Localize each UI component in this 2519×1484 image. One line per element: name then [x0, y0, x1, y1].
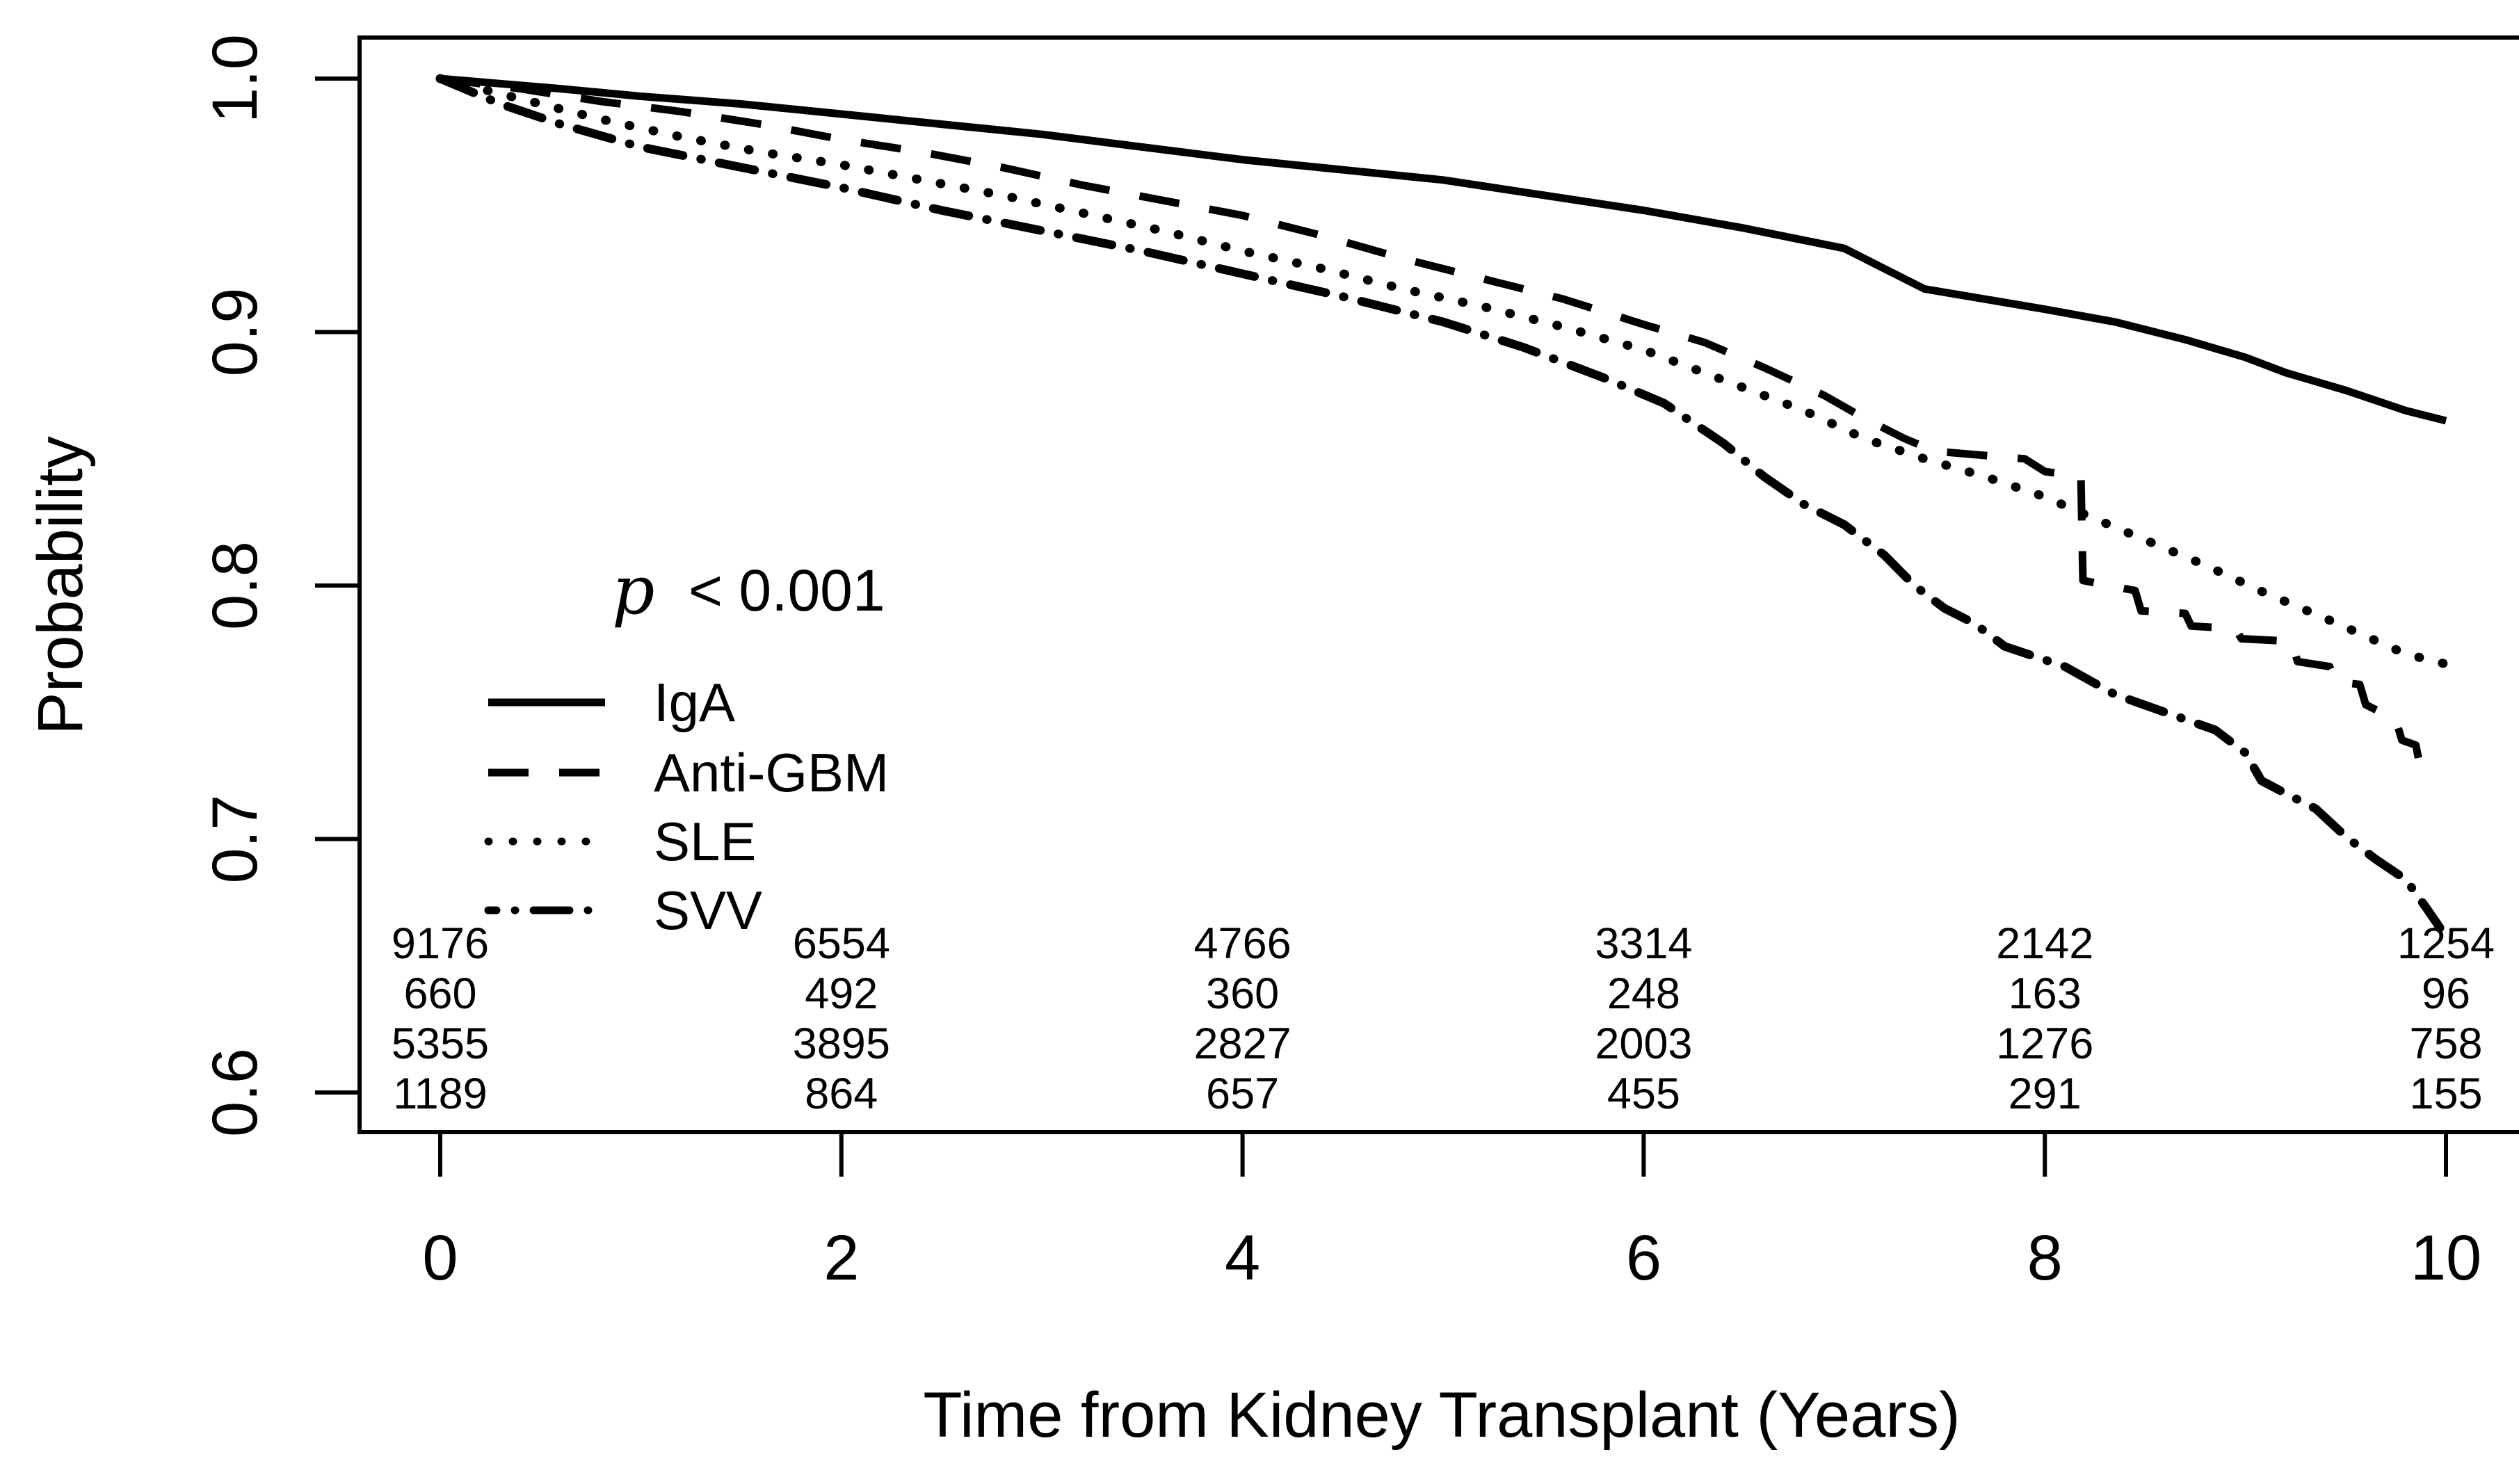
- at-risk-sle-year-10: 758: [2409, 1019, 2482, 1068]
- at-risk-iga-year-0: 9176: [392, 919, 489, 968]
- y-tick-label-0.7: 0.7: [200, 795, 271, 884]
- p-value-symbol: p: [612, 551, 654, 629]
- at-risk-iga-year-4: 4766: [1194, 919, 1291, 968]
- at-risk-iga-year-8: 2142: [1996, 919, 2093, 968]
- at-risk-sle-year-0: 5355: [392, 1019, 489, 1068]
- legend-label-anti-gbm: Anti-GBM: [654, 742, 889, 803]
- at-risk-anti-gbm-year-6: 248: [1607, 969, 1680, 1018]
- at-risk-svv-year-6: 455: [1607, 1070, 1680, 1118]
- at-risk-svv-year-4: 657: [1206, 1070, 1279, 1118]
- p-value-text: < 0.001: [689, 558, 885, 623]
- at-risk-svv-year-10: 155: [2409, 1070, 2482, 1118]
- x-axis-ticks: [438, 1132, 2448, 1177]
- at-risk-anti-gbm-year-0: 660: [403, 969, 476, 1018]
- x-tick-label-2: 2: [823, 1223, 859, 1293]
- legend-label-sle: SLE: [654, 811, 756, 872]
- x-axis-tick-labels: 0 2 4 6 8 10: [422, 1223, 2481, 1293]
- at-risk-anti-gbm-year-4: 360: [1206, 969, 1279, 1018]
- x-tick-label-8: 8: [2027, 1223, 2063, 1293]
- y-tick-label-0.6: 0.6: [200, 1048, 271, 1137]
- curve-anti-gbm: [440, 74, 2429, 774]
- at-risk-iga-year-2: 6554: [793, 919, 890, 968]
- at-risk-sle-year-4: 2827: [1194, 1019, 1291, 1068]
- plot-area: [357, 35, 2519, 1134]
- x-tick-label-0: 0: [422, 1223, 458, 1293]
- at-risk-iga-year-6: 3314: [1595, 919, 1692, 968]
- y-tick-label-0.9: 0.9: [200, 288, 271, 377]
- y-axis-ticks: [315, 76, 360, 1095]
- at-risk-sle-year-2: 3895: [793, 1019, 890, 1068]
- x-tick-label-10: 10: [2411, 1223, 2481, 1293]
- curve-iga: [440, 74, 2447, 425]
- chart-canvas: 0 2 4 6 8 10 1.0 0.9 0.8 0.7 0.6 9176 6554 4766 3314…: [28, 34, 2519, 1451]
- y-axis-title: Probability: [28, 436, 96, 735]
- y-tick-label-0.8: 0.8: [200, 541, 271, 630]
- legend: IgA Anti-GBM SLE SVV: [484, 672, 889, 941]
- x-axis-title: Time from Kidney Transplant (Years): [923, 1380, 1960, 1451]
- at-risk-anti-gbm-year-8: 163: [2009, 969, 2082, 1018]
- at-risk-sle-year-8: 1276: [1996, 1019, 2093, 1068]
- at-risk-svv-year-2: 864: [805, 1070, 878, 1118]
- legend-label-svv: SVV: [654, 880, 762, 941]
- at-risk-anti-gbm-year-10: 96: [2422, 969, 2470, 1018]
- x-tick-label-4: 4: [1225, 1223, 1260, 1293]
- curve-sle: [435, 74, 2451, 669]
- x-tick-label-6: 6: [1626, 1223, 1661, 1293]
- at-risk-anti-gbm-year-2: 492: [805, 969, 878, 1018]
- at-risk-table: 9176 6554 4766 3314 2142 1254 660 492 360 248 163 9…: [392, 919, 2495, 1118]
- y-tick-label-1.0: 1.0: [200, 34, 271, 123]
- at-risk-iga-year-10: 1254: [2397, 919, 2495, 968]
- curve-svv: [435, 74, 2445, 933]
- y-axis-tick-labels: 1.0 0.9 0.8 0.7 0.6: [200, 34, 271, 1137]
- at-risk-svv-year-0: 1189: [393, 1070, 487, 1118]
- at-risk-svv-year-8: 291: [2009, 1070, 2082, 1118]
- p-value-annotation: p < 0.001: [612, 551, 885, 629]
- legend-label-iga: IgA: [654, 672, 735, 733]
- at-risk-sle-year-6: 2003: [1595, 1019, 1692, 1068]
- kaplan-meier-chart: 0 2 4 6 8 10 1.0 0.9 0.8 0.7 0.6 9176 6554 4766 3314…: [28, 11, 2519, 1473]
- survival-curves: [435, 74, 2451, 933]
